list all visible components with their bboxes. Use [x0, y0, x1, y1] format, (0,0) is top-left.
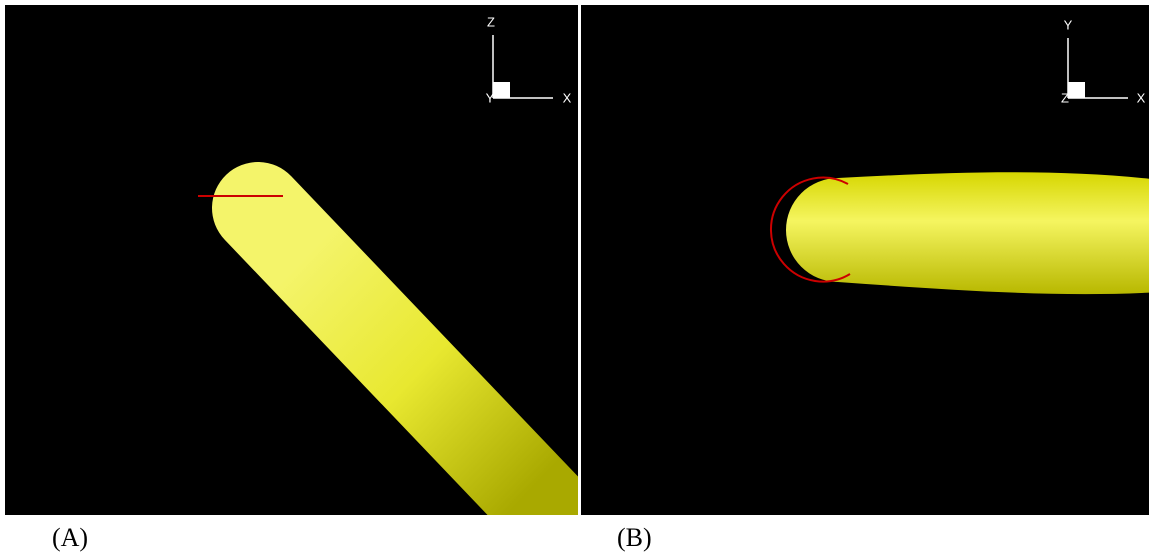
axis-label: X [563, 90, 572, 105]
axis-label: X [1137, 90, 1146, 105]
axis-label: Z [1061, 90, 1069, 105]
axis-box [493, 82, 510, 98]
axis-label: Y [1064, 17, 1073, 32]
axis-box [1068, 82, 1085, 98]
axis-label: Y [486, 90, 495, 105]
axis-label: Z [487, 14, 495, 29]
yellow-body [786, 172, 1149, 294]
panel-label: (B) [617, 523, 652, 552]
figure: Z Y X (A) Y Z X (B) [0, 0, 1149, 554]
panel-label: (A) [52, 523, 88, 552]
panel-a: Z Y X (A) [5, 5, 578, 552]
panel-b: Y Z X (B) [581, 5, 1149, 552]
